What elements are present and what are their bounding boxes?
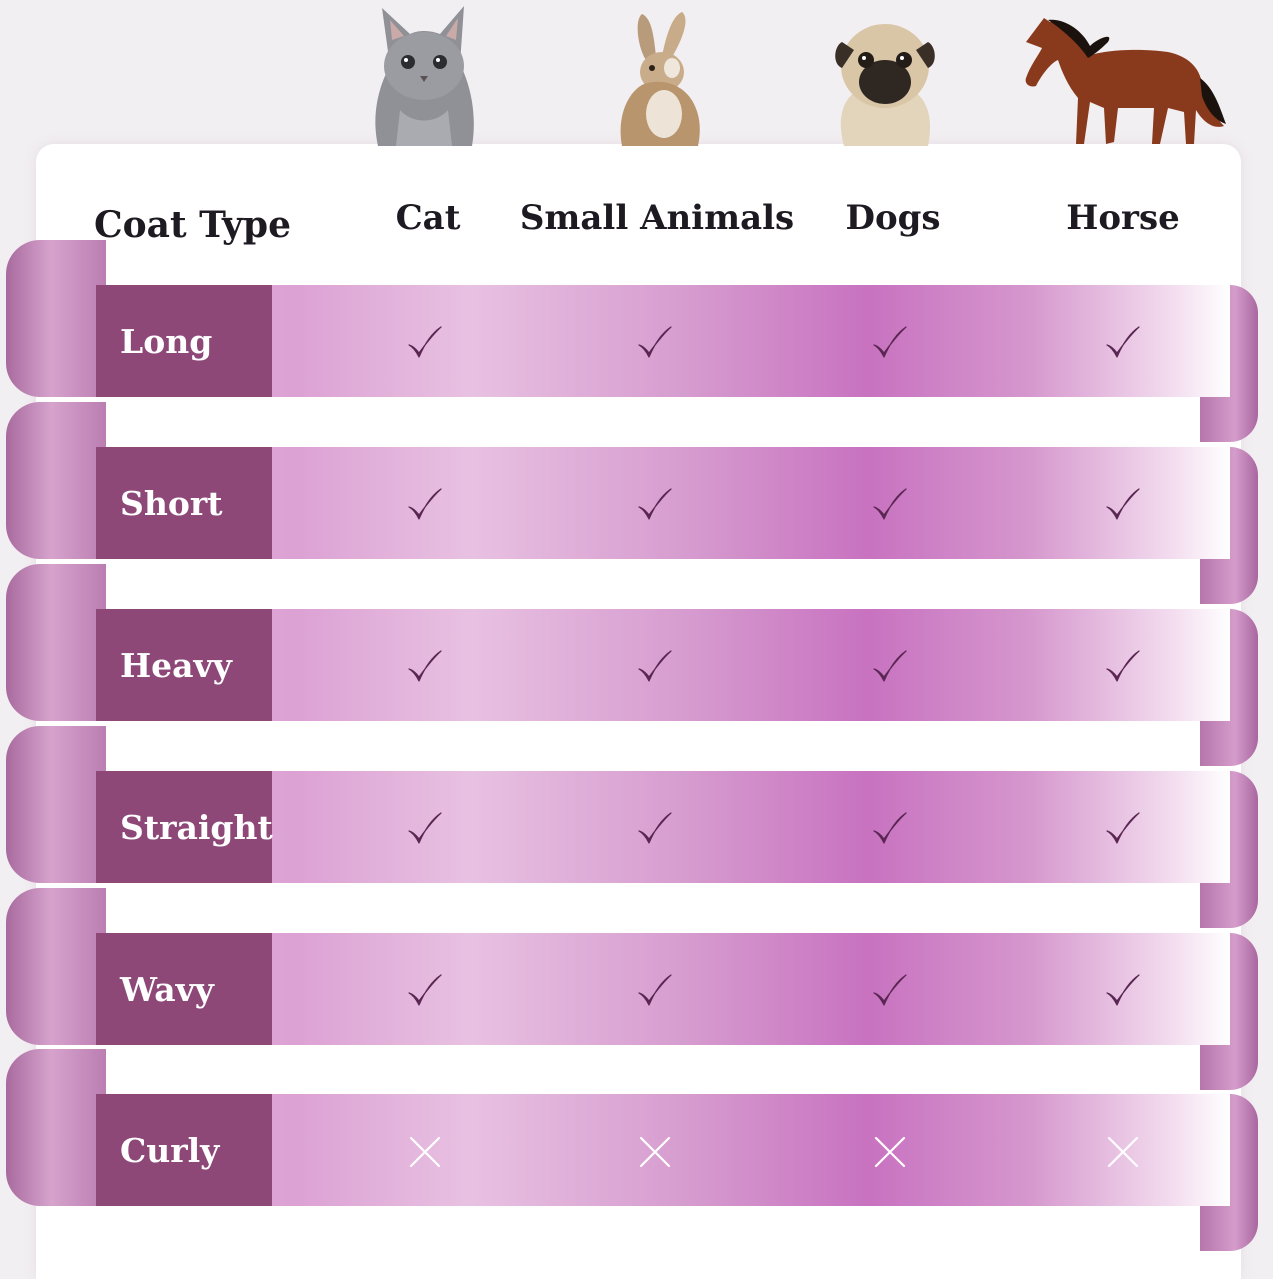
check-icon: [1106, 812, 1140, 844]
check-icon: [408, 326, 442, 358]
column-header-dogs: Dogs: [845, 198, 941, 238]
check-icon: [1106, 974, 1140, 1006]
check-icon: [408, 974, 442, 1006]
pug-image: [835, 24, 935, 146]
cross-icon: [409, 1136, 441, 1168]
check-icon: [1106, 650, 1140, 682]
check-icon: [873, 488, 907, 520]
column-header-horse: Horse: [1066, 198, 1180, 238]
check-icon: [873, 974, 907, 1006]
check-icon: [638, 488, 672, 520]
check-icon: [408, 812, 442, 844]
check-icon: [873, 326, 907, 358]
check-icon: [1106, 488, 1140, 520]
check-icon: [873, 812, 907, 844]
cross-icon: [1107, 1136, 1139, 1168]
check-icon: [638, 326, 672, 358]
rabbit-image: [620, 12, 700, 146]
table-row-straight: [96, 771, 1230, 883]
check-icon: [638, 974, 672, 1006]
table-row-heavy: [96, 609, 1230, 721]
row-label-straight: Straight: [96, 771, 273, 883]
horse-image: [1025, 18, 1226, 144]
column-header-small-animals: Small Animals: [519, 198, 795, 238]
column-header-cat: Cat: [395, 198, 461, 238]
cat-image: [375, 6, 474, 146]
cross-icon: [874, 1136, 906, 1168]
table-row-short: [96, 447, 1230, 559]
cross-icon: [639, 1136, 671, 1168]
ribbon-fold-left: [6, 240, 106, 397]
coat-type-header: Coat Type: [94, 204, 291, 246]
table-row-wavy: [96, 933, 1230, 1045]
row-label-long: Long: [96, 285, 272, 397]
ribbon-fold-left: [6, 888, 106, 1045]
ribbon-fold-left: [6, 1049, 106, 1206]
check-icon: [1106, 326, 1140, 358]
ribbon-fold-left: [6, 402, 106, 559]
check-icon: [873, 650, 907, 682]
check-icon: [638, 650, 672, 682]
row-label-heavy: Heavy: [96, 609, 272, 721]
table-row-long: [96, 285, 1230, 397]
ribbon-fold-left: [6, 564, 106, 721]
table-row-curly: [96, 1094, 1230, 1206]
check-icon: [408, 488, 442, 520]
ribbon-fold-left: [6, 726, 106, 883]
check-icon: [408, 650, 442, 682]
row-label-curly: Curly: [96, 1094, 272, 1206]
row-label-short: Short: [96, 447, 272, 559]
row-label-wavy: Wavy: [96, 933, 272, 1045]
check-icon: [638, 812, 672, 844]
